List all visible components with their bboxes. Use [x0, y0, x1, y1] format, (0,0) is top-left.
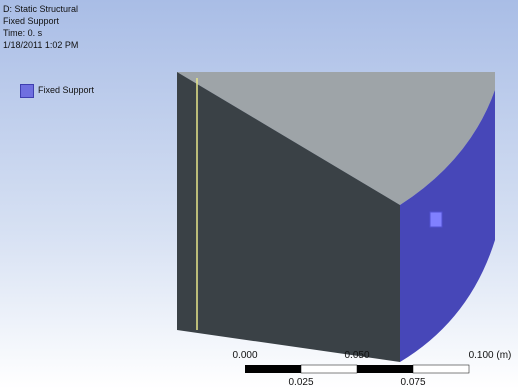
viewport: D: Static Structural Fixed Support Time:…: [0, 0, 518, 389]
scale-segment: [245, 365, 301, 373]
scale-segment: [413, 365, 469, 373]
scale-label: 0.100 (m): [469, 350, 512, 361]
scale-segment: [357, 365, 413, 373]
scale-label: 0.000: [232, 350, 257, 361]
scale-label: 0.025: [288, 377, 313, 388]
scale-label: 0.050: [344, 350, 369, 361]
scale-segment: [301, 365, 357, 373]
model-view: 0.000 0.050 0.100 (m) 0.025 0.075: [0, 0, 518, 389]
scale-label: 0.075: [400, 377, 425, 388]
support-marker: [430, 212, 442, 227]
